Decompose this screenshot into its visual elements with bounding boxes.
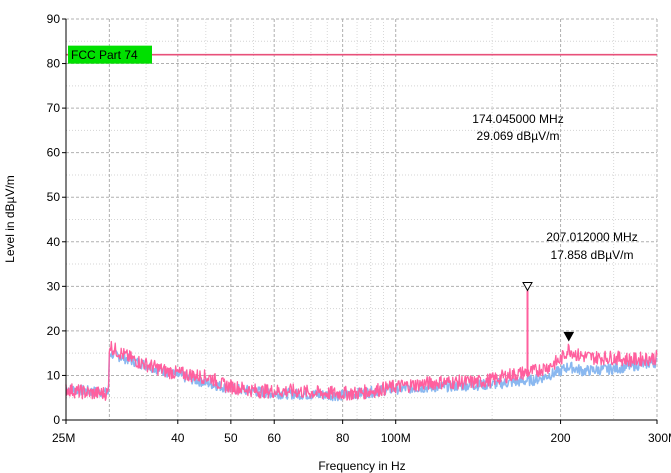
grid-lines (65, 18, 658, 421)
y-tick-label: 80 (47, 57, 61, 71)
series-line-pink (65, 340, 658, 401)
marker-1-frequency: 174.045000 MHz (472, 112, 563, 126)
y-tick-label: 10 (47, 368, 61, 382)
marker-2-level: 17.858 dBµV/m (551, 248, 634, 262)
y-tick-label: 30 (47, 279, 61, 293)
plot-area (66, 19, 657, 420)
limit-label-box (68, 45, 152, 64)
y-tick-label: 90 (47, 12, 61, 26)
marker-group: 174.045000 MHz 29.069 dBµV/m 207.012000 MH… (472, 112, 638, 342)
y-tick-label: 40 (47, 235, 61, 249)
x-tick-label: 300M (648, 431, 671, 445)
y-tick-label: 60 (47, 146, 61, 160)
x-tick-label: 50 (224, 431, 238, 445)
limit-label: FCC Part 74 (71, 48, 138, 62)
x-tick-label: 100M (381, 431, 411, 445)
y-axis-title: Level in dBµV/m (3, 175, 17, 263)
x-tick-label: 200 (551, 431, 571, 445)
x-tick-label: 25M (52, 431, 75, 445)
x-tick-label: 60 (268, 431, 282, 445)
y-tick-label: 70 (47, 101, 61, 115)
trace-series (65, 290, 658, 402)
marker-1-level: 29.069 dBµV/m (477, 129, 560, 143)
y-tick-label: 20 (47, 324, 61, 338)
x-tick-label: 40 (171, 431, 185, 445)
marker-2-frequency: 207.012000 MHz (546, 230, 637, 244)
y-tick-label: 0 (53, 413, 60, 427)
x-axis-title: Frequency in Hz (318, 459, 405, 473)
marker-2-icon (563, 331, 575, 342)
y-tick-label: 50 (47, 190, 61, 204)
tick-labels: 0 10 20 30 40 50 60 70 80 90 25M 40 50 60 80 100M 200 300… (47, 12, 671, 445)
marker-1-icon (522, 281, 533, 292)
axes (62, 18, 658, 424)
x-tick-label: 80 (336, 431, 350, 445)
limit-line-group: FCC Part 74 (66, 45, 657, 64)
